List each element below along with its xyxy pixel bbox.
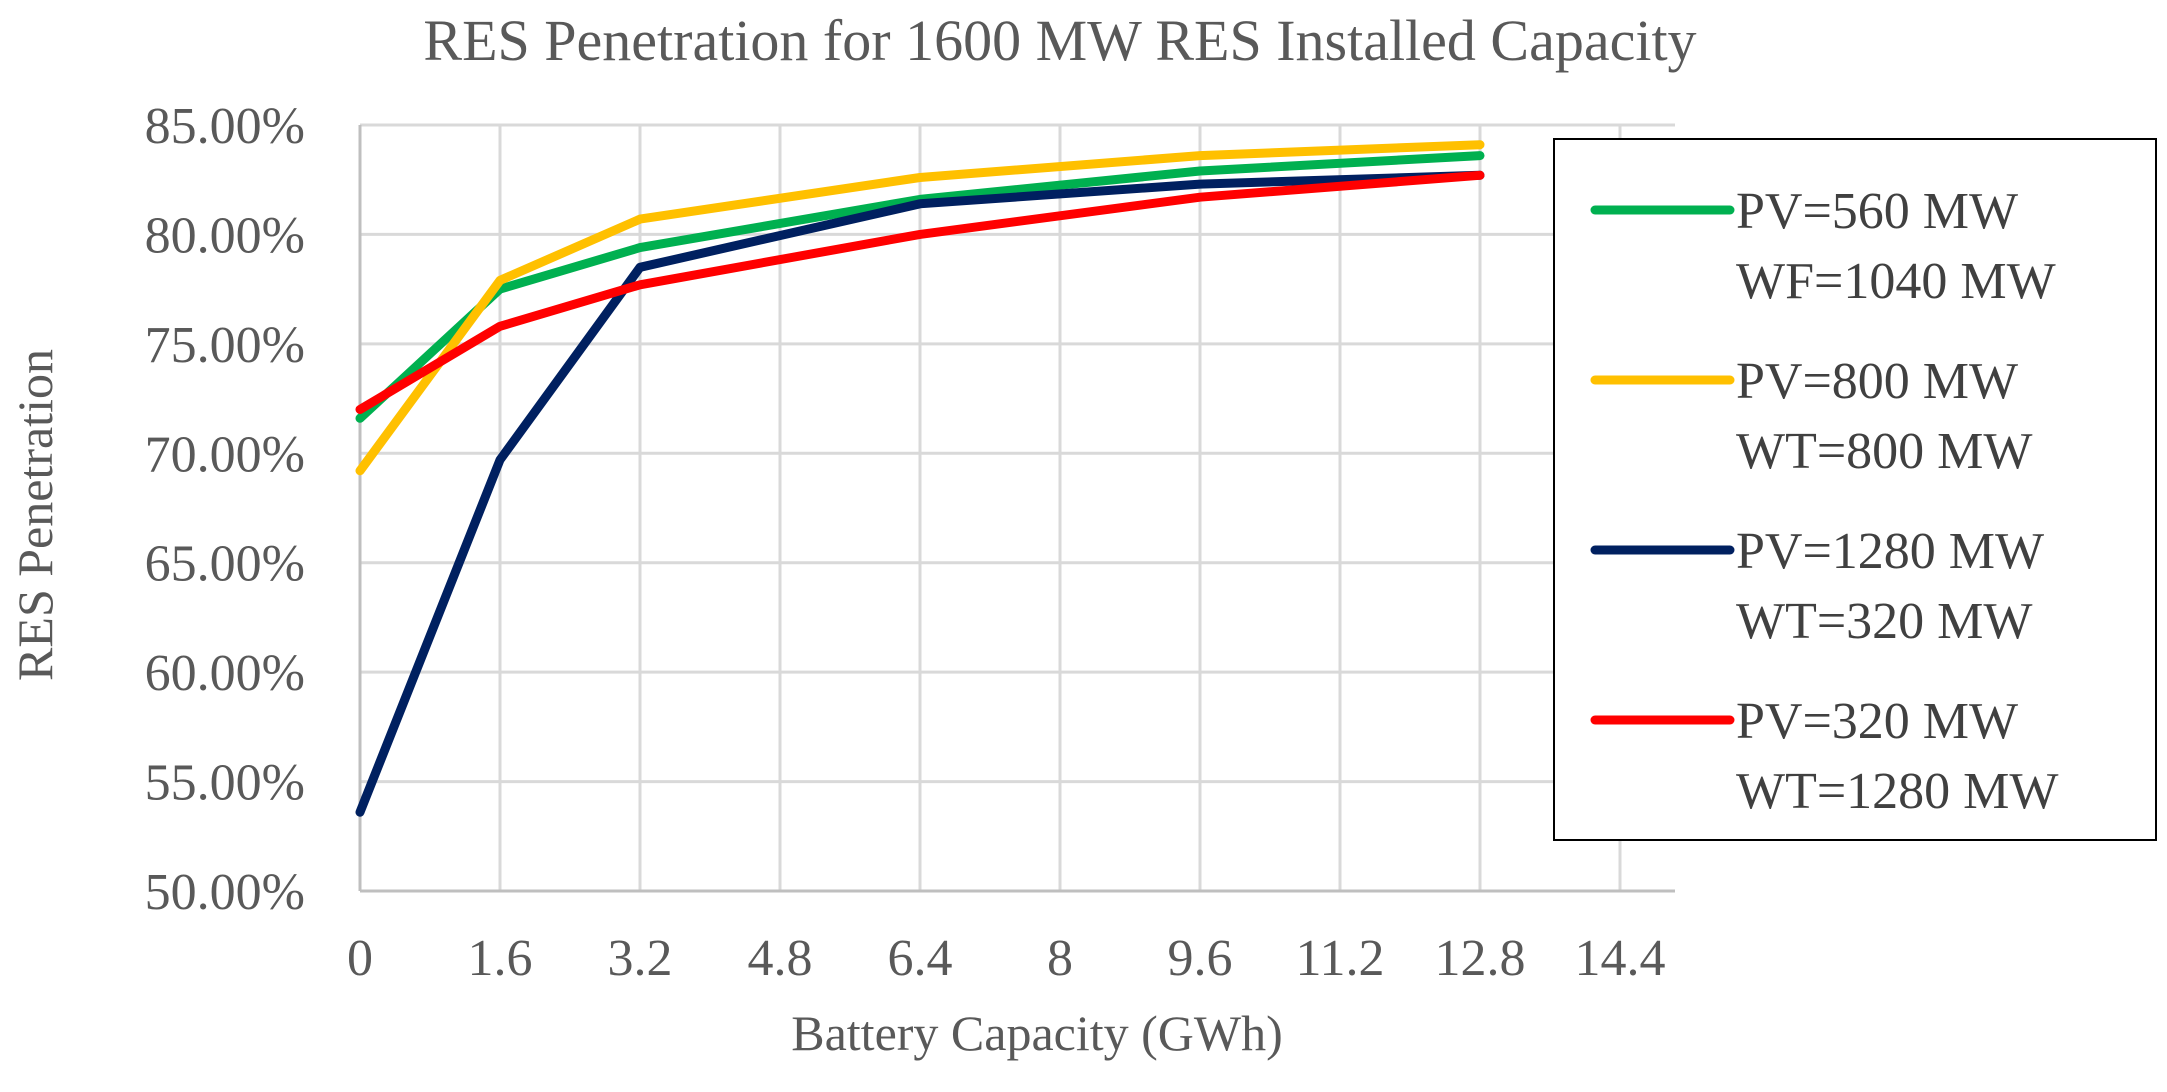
y-tick-label: 50.00% bbox=[145, 864, 305, 921]
y-tick-label: 65.00% bbox=[145, 536, 305, 593]
legend-label: WF=1040 MW bbox=[1736, 253, 2056, 310]
legend-label: WT=800 MW bbox=[1736, 423, 2033, 480]
gridlines bbox=[360, 123, 1675, 891]
chart-title: RES Penetration for 1600 MW RES Installe… bbox=[423, 8, 1696, 73]
y-tick-label: 80.00% bbox=[145, 207, 305, 264]
y-axis-title: RES Penetration bbox=[7, 349, 63, 681]
x-tick-label: 3.2 bbox=[608, 930, 673, 987]
legend-label: PV=800 MW bbox=[1736, 353, 2018, 410]
x-tick-label: 4.8 bbox=[748, 930, 813, 987]
legend-label: PV=1280 MW bbox=[1736, 523, 2044, 580]
x-tick-label: 12.8 bbox=[1435, 930, 1526, 987]
series-line-2 bbox=[355, 140, 1485, 476]
x-tick-label: 14.4 bbox=[1575, 930, 1666, 987]
legend-label: PV=560 MW bbox=[1736, 183, 2018, 240]
series-lines bbox=[355, 140, 1485, 817]
x-tick-label: 9.6 bbox=[1168, 930, 1233, 987]
legend-label: WT=1280 MW bbox=[1736, 763, 2059, 820]
legend: PV=560 MW WF=1040 MW PV=800 MW WT=800 MW PV=… bbox=[1553, 138, 2157, 841]
x-axis-title: Battery Capacity (GWh) bbox=[791, 1005, 1282, 1061]
legend-label: WT=320 MW bbox=[1736, 593, 2033, 650]
y-tick-label: 70.00% bbox=[145, 426, 305, 483]
x-tick-label: 1.6 bbox=[468, 930, 533, 987]
axes bbox=[358, 125, 1675, 893]
y-tick-label: 60.00% bbox=[145, 645, 305, 702]
legend-label: PV=320 MW bbox=[1736, 693, 2018, 750]
series-line-4 bbox=[355, 170, 1485, 414]
x-tick-label: 6.4 bbox=[888, 930, 953, 987]
x-tick-label: 0 bbox=[347, 930, 373, 987]
y-tick-label: 55.00% bbox=[145, 755, 305, 812]
series-line-3 bbox=[355, 170, 1485, 817]
y-tick-label: 75.00% bbox=[145, 317, 305, 374]
x-tick-label: 11.2 bbox=[1295, 930, 1384, 987]
x-tick-label: 8 bbox=[1047, 930, 1073, 987]
tick-labels: 50.00% 55.00% 60.00% 65.00% 70.00% 75.00% 80.0… bbox=[145, 98, 1666, 987]
y-tick-label: 85.00% bbox=[145, 98, 305, 155]
